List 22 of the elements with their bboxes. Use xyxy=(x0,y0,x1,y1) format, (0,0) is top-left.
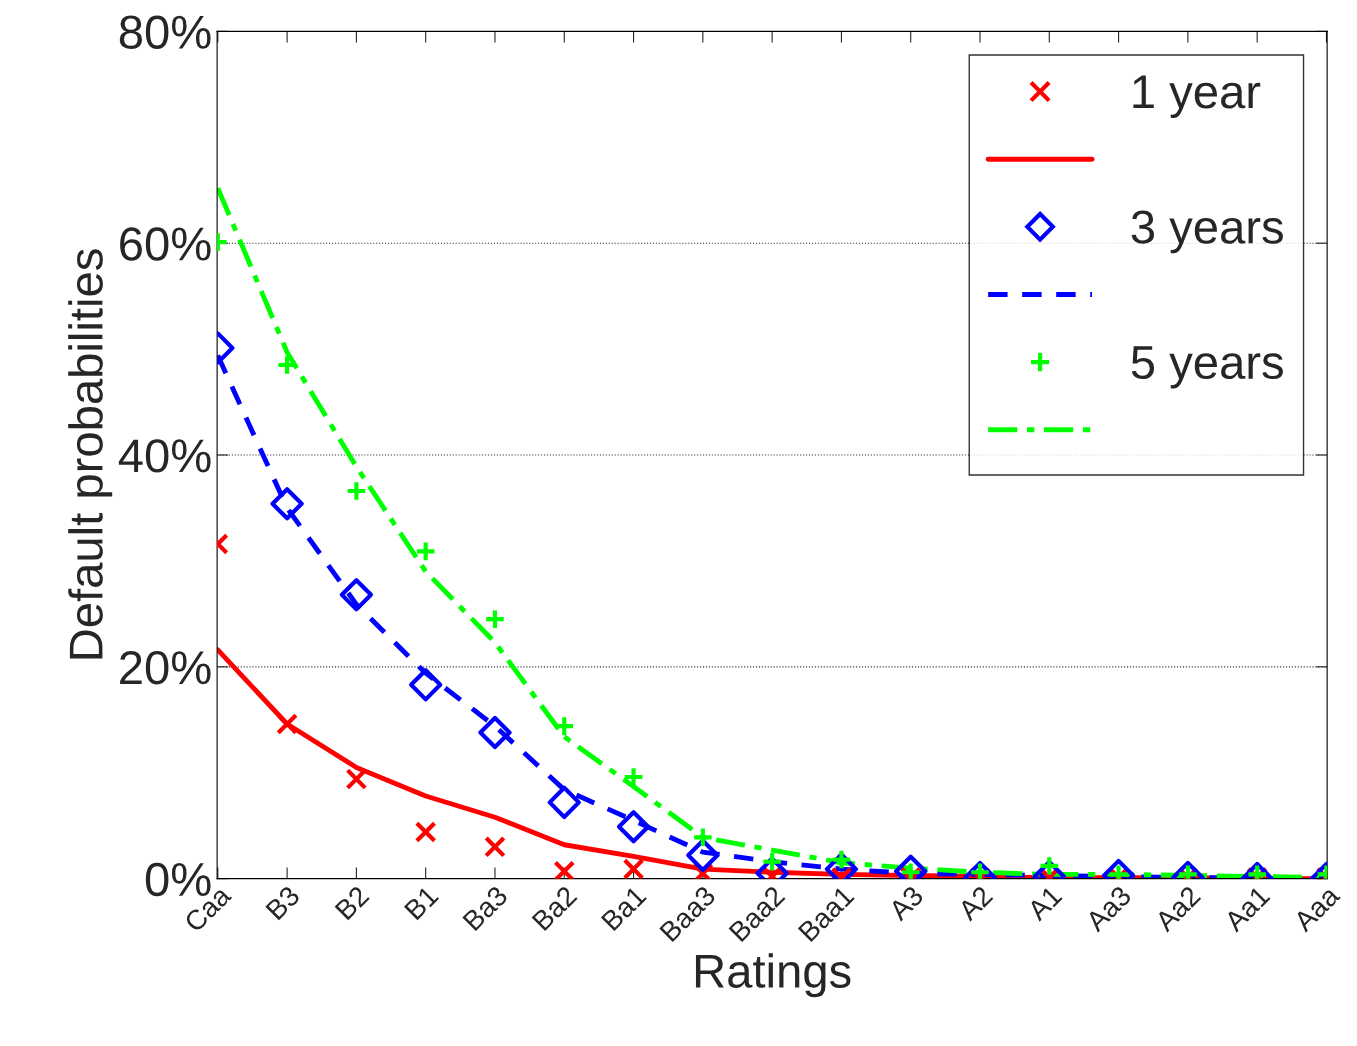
x-tick-label: A2 xyxy=(956,885,994,922)
x-tick-label: A1 xyxy=(1026,885,1063,922)
y-tick-label: 20% xyxy=(120,650,211,685)
x-tick-label: Aaa xyxy=(1292,884,1341,933)
x-tick-label: Ba1 xyxy=(600,885,648,932)
x-tick-label: Ba2 xyxy=(531,885,578,932)
y-tick-label: 60% xyxy=(120,227,211,261)
x-axis-title: Ratings xyxy=(695,953,851,998)
x-tick-label: Aa1 xyxy=(1222,885,1271,933)
x-tick-label: Ba3 xyxy=(462,884,509,932)
x-tick-label: Aa3 xyxy=(1084,884,1133,933)
x-tick-label: B3 xyxy=(265,884,301,921)
x-tick-label: A3 xyxy=(887,884,925,922)
legend-label: 3 years xyxy=(1131,210,1283,254)
x-tick-label: Aa2 xyxy=(1153,885,1202,933)
x-tick-label: B1 xyxy=(403,885,439,921)
y-axis-title: Default probabilities xyxy=(68,249,113,659)
legend-label: 1 year xyxy=(1133,75,1261,118)
y-tick-label: 80% xyxy=(119,15,211,49)
legend-label: 5 years xyxy=(1131,346,1283,389)
x-tick-label: B2 xyxy=(334,885,370,921)
y-tick-label: 40% xyxy=(118,439,211,473)
